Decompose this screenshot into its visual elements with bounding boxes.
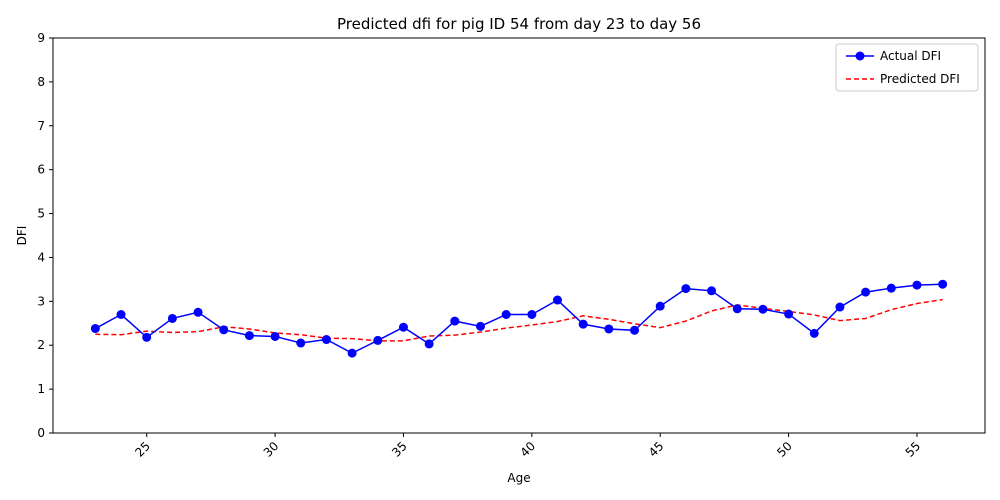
actual-dfi-point	[630, 325, 640, 335]
legend: Actual DFI Predicted DFI	[835, 43, 979, 92]
y-tick-label: 1	[37, 382, 45, 396]
plot-frame	[52, 37, 986, 434]
actual-dfi-point	[142, 332, 152, 342]
x-axis: 25 30 35 40 45 50 55	[132, 433, 923, 460]
actual-dfi-point	[90, 324, 100, 334]
actual-dfi-point	[655, 301, 665, 311]
actual-dfi-point	[553, 295, 563, 305]
actual-dfi-point	[501, 310, 511, 319]
actual-dfi-point	[912, 280, 922, 290]
plot-area	[90, 279, 948, 358]
actual-dfi-point	[681, 284, 691, 294]
actual-dfi-point	[732, 304, 742, 314]
actual-dfi-point	[450, 316, 460, 326]
actual-dfi-point	[604, 324, 614, 334]
y-tick-label: 4	[37, 250, 45, 264]
actual-dfi-point	[321, 335, 331, 345]
x-axis-label: Age	[507, 471, 530, 485]
actual-dfi-point	[938, 279, 948, 289]
actual-dfi-point	[167, 313, 177, 323]
actual-dfi-point	[219, 325, 229, 335]
actual-dfi-point	[578, 319, 588, 329]
y-axis-label: DFI	[15, 226, 29, 246]
actual-dfi-point	[886, 283, 896, 293]
actual-dfi-point	[707, 286, 717, 296]
x-tick-label: 50	[774, 439, 795, 460]
legend-predicted-label: Predicted DFI	[880, 72, 960, 86]
legend-actual-label: Actual DFI	[880, 49, 941, 63]
y-tick-label: 5	[37, 207, 45, 221]
actual-dfi-point	[116, 310, 126, 319]
x-tick-label: 25	[132, 439, 153, 460]
series-line-predicted-dfi	[95, 298, 943, 342]
series-line-actual-dfi	[95, 283, 943, 354]
actual-dfi-point	[424, 339, 434, 349]
x-tick-label: 55	[903, 439, 924, 460]
actual-dfi-point	[784, 309, 794, 319]
actual-dfi-point	[270, 331, 280, 341]
x-tick-label: 30	[261, 439, 282, 460]
actual-dfi-point	[861, 287, 871, 297]
y-tick-label: 7	[37, 119, 45, 133]
actual-dfi-point	[244, 331, 254, 341]
actual-dfi-point	[835, 302, 845, 312]
actual-dfi-point	[758, 304, 768, 314]
y-axis: 0 1 2 3 4 5 6 7 8 9	[37, 31, 53, 440]
y-tick-label: 8	[37, 75, 45, 89]
y-tick-label: 3	[37, 294, 45, 308]
actual-dfi-point	[475, 321, 485, 331]
actual-dfi-point	[373, 335, 383, 345]
y-tick-label: 2	[37, 338, 45, 352]
chart-title: Predicted dfi for pig ID 54 from day 23 …	[337, 15, 701, 33]
actual-dfi-point	[347, 348, 357, 358]
actual-dfi-point	[296, 338, 306, 348]
actual-dfi-point	[527, 310, 537, 319]
y-tick-label: 9	[37, 31, 45, 45]
legend-actual-marker	[855, 51, 865, 61]
actual-dfi-point	[193, 307, 203, 317]
x-tick-label: 35	[389, 439, 410, 460]
actual-dfi-point	[809, 328, 819, 338]
x-tick-label: 45	[646, 439, 667, 460]
x-tick-label: 40	[517, 439, 538, 460]
y-tick-label: 0	[37, 426, 45, 440]
y-tick-label: 6	[37, 163, 45, 177]
actual-dfi-point	[398, 322, 408, 332]
